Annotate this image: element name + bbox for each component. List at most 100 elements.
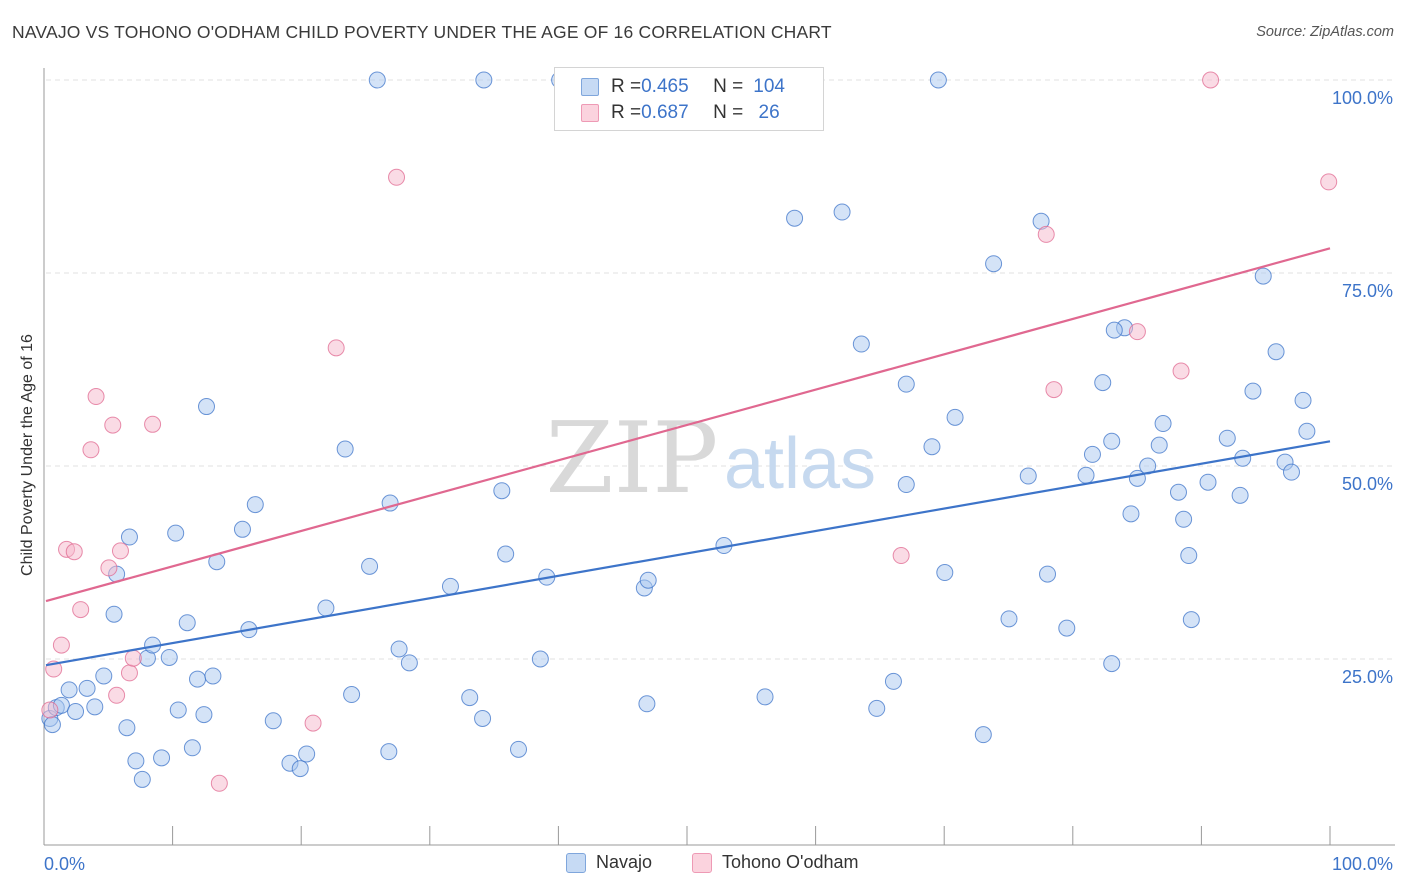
series-legend-navajo[interactable]: Navajo xyxy=(566,852,652,873)
navajo-point xyxy=(1298,422,1316,440)
navajo-point xyxy=(317,599,335,617)
navajo-point xyxy=(1058,619,1076,637)
navajo-point xyxy=(1180,547,1198,565)
series-legend-tohono[interactable]: Tohono O'odham xyxy=(692,852,859,873)
legend-swatch-navajo xyxy=(581,78,599,96)
tohono-point xyxy=(144,415,162,433)
navajo-point xyxy=(1244,382,1262,400)
legend-n-value: 104 xyxy=(753,76,785,97)
navajo-point xyxy=(153,749,171,767)
navajo-point xyxy=(1122,505,1140,523)
legend-r-label: R = xyxy=(611,76,642,97)
navajo-point xyxy=(178,614,196,632)
tohono-point xyxy=(104,416,122,434)
tohono-point xyxy=(41,701,59,719)
navajo-point xyxy=(246,496,264,514)
navajo-point xyxy=(639,571,657,589)
navajo-point xyxy=(929,71,947,89)
navajo-point xyxy=(897,375,915,393)
navajo-point xyxy=(380,743,398,761)
navajo-point xyxy=(120,528,138,546)
navajo-point xyxy=(923,438,941,456)
chart-title: NAVAJO VS TOHONO O'ODHAM CHILD POVERTY U… xyxy=(12,22,832,42)
navajo-point xyxy=(897,476,915,494)
tohono-point xyxy=(388,168,406,186)
tohono-point xyxy=(82,441,100,459)
legend-r-label: R = xyxy=(611,102,642,123)
navajo-point xyxy=(264,712,282,730)
navajo-point xyxy=(95,667,113,685)
navajo-point xyxy=(474,709,492,727)
navajo-point xyxy=(169,701,187,719)
navajo-point xyxy=(461,689,479,707)
navajo-point xyxy=(118,719,136,737)
navajo-point xyxy=(60,681,78,699)
tohono-point xyxy=(210,774,228,792)
data-points xyxy=(41,71,1338,792)
stats-legend: R = 0.465 N = 104 R = 0.687 N = 26 xyxy=(554,67,824,131)
navajo-point xyxy=(336,440,354,458)
legend-swatch-tohono xyxy=(581,104,599,122)
navajo-point xyxy=(1218,429,1236,447)
navajo-point xyxy=(105,605,123,623)
tick-labels: 25.0% 50.0% 75.0% 100.0% 0.0% 100.0% xyxy=(44,88,1393,874)
tohono-point xyxy=(304,714,322,732)
navajo-point xyxy=(67,702,85,720)
tohono-trend-line xyxy=(45,247,1331,603)
tohono-point xyxy=(72,601,90,619)
navajo-point xyxy=(441,577,459,595)
legend-row-tohono: R = 0.687 N = 26 xyxy=(581,101,787,125)
navajo-point xyxy=(936,564,954,582)
navajo-point xyxy=(531,650,549,668)
tohono-point xyxy=(65,543,83,561)
navajo-point xyxy=(1150,436,1168,454)
source-label: Source: ZipAtlas.com xyxy=(1256,24,1394,40)
navajo-point xyxy=(1000,610,1018,628)
x-tick-label: 0.0% xyxy=(44,854,85,874)
navajo-point xyxy=(475,71,493,89)
navajo-point xyxy=(1103,432,1121,450)
navajo-point xyxy=(167,524,185,542)
navajo-trend-line xyxy=(45,440,1331,667)
navajo-point xyxy=(198,398,215,416)
watermark-zip: ZIP xyxy=(546,402,719,516)
navajo-point xyxy=(1282,463,1300,481)
navajo-point xyxy=(1182,611,1200,629)
navajo-point xyxy=(1175,510,1193,528)
navajo-point xyxy=(884,672,902,690)
y-tick-label: 100.0% xyxy=(1332,88,1393,108)
navajo-point xyxy=(43,716,61,734)
grid-lines xyxy=(46,79,1395,660)
navajo-point xyxy=(1254,267,1272,285)
navajo-point xyxy=(1231,486,1249,504)
navajo-point xyxy=(1083,445,1101,463)
navajo-point xyxy=(298,745,316,763)
tohono-point xyxy=(100,559,118,577)
x-tick-label: 100.0% xyxy=(1332,854,1393,874)
navajo-point xyxy=(390,640,408,658)
navajo-point xyxy=(368,71,386,89)
navajo-point xyxy=(400,654,418,672)
navajo-point xyxy=(868,699,886,717)
tohono-point xyxy=(1045,381,1063,399)
navajo-point xyxy=(946,408,964,426)
navajo-point xyxy=(1019,467,1037,485)
series-swatch-navajo xyxy=(566,852,586,873)
navajo-point xyxy=(343,686,361,704)
navajo-point xyxy=(1267,343,1285,361)
y-tick-label: 50.0% xyxy=(1342,474,1393,494)
legend-n-label: N = xyxy=(713,102,744,123)
navajo-point xyxy=(361,557,379,575)
navajo-point xyxy=(1154,415,1172,433)
tohono-point xyxy=(892,547,910,565)
navajo-point xyxy=(86,698,104,716)
navajo-point xyxy=(204,667,222,685)
navajo-point xyxy=(160,648,178,666)
series-label-tohono: Tohono O'odham xyxy=(722,852,859,872)
navajo-point xyxy=(1199,473,1217,491)
series-legend: Navajo Tohono O'odham xyxy=(0,852,1406,876)
legend-r-value: 0.465 xyxy=(641,76,689,97)
tohono-point xyxy=(52,636,70,654)
navajo-point xyxy=(638,695,656,713)
